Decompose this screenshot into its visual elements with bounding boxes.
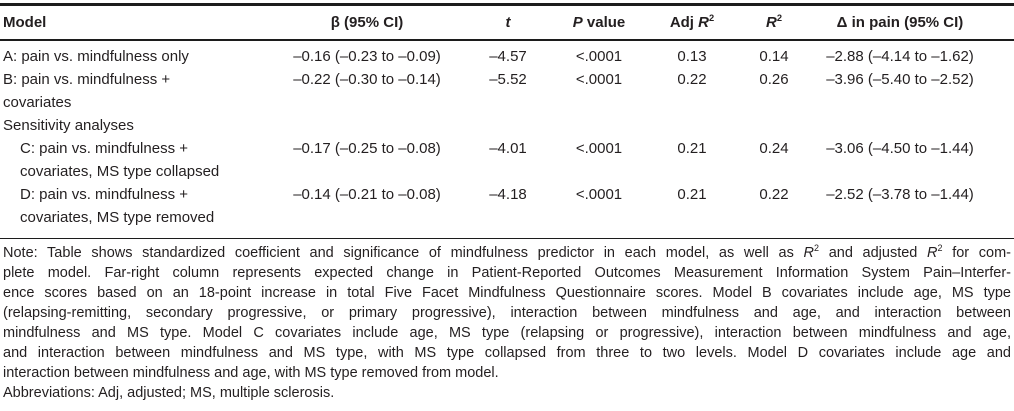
model-cell: B: pain vs. mindfulness + covariates [3,70,171,111]
paper-table-figure: Model β (95% CI) t P value Adj R2 R2 Δ i… [0,3,1014,403]
delta-cell: –3.06 (–4.50 to –1.44) [826,139,974,157]
note-line: mindfulness and MS type. Model C covaria… [3,325,1011,341]
note-line: (relapsing-remitting, secondary progress… [3,305,1011,321]
p-cell: <.0001 [575,139,623,157]
r2-cell: 0.14 [759,47,789,65]
header-delta-pain: Δ in pain (95% CI) [836,13,964,31]
header-adj-r2: Adj R2 [669,12,715,31]
table-top-rule [0,3,1014,6]
r2-cell: 0.26 [759,70,789,88]
delta-cell: –2.52 (–3.78 to –1.44) [826,185,974,203]
table-row: A: pain vs. mindfulness only –0.16 (–0.23… [3,45,1011,68]
p-cell: <.0001 [575,70,623,88]
table-header-row: Model β (95% CI) t P value Adj R2 R2 Δ i… [3,6,1011,39]
r2-cell: 0.24 [759,139,789,157]
note-top-rule [0,237,1014,239]
r2-cell: 0.22 [759,185,789,203]
note-line: Note: Table shows standardized coefficie… [3,243,1012,261]
beta-cell: –0.14 (–0.21 to –0.08) [293,185,441,203]
abbreviations-line: Abbreviations: Adj, adjusted; MS, multip… [3,385,335,401]
p-cell: <.0001 [575,47,623,65]
delta-cell: –2.88 (–4.14 to –1.62) [826,47,974,65]
t-cell: –5.52 [489,70,527,88]
beta-cell: –0.22 (–0.30 to –0.14) [293,70,441,88]
table-body: A: pain vs. mindfulness only –0.16 (–0.23… [3,41,1011,229]
t-cell: –4.01 [489,139,527,157]
section-header-row: Sensitivity analyses [3,114,1011,137]
model-cell: C: pain vs. mindfulness + covariates, MS … [20,139,220,180]
table-row: C: pain vs. mindfulness + covariates, MS … [3,137,1011,183]
beta-cell: –0.16 (–0.23 to –0.09) [293,47,441,65]
note-line: ence scores based on an 18-point increas… [3,285,1011,301]
t-cell: –4.18 [489,185,527,203]
adj-r2-cell: 0.21 [677,185,707,203]
model-cell: A: pain vs. mindfulness only [3,47,189,65]
t-cell: –4.57 [489,47,527,65]
header-t: t [505,13,511,31]
header-pvalue: P value [572,13,626,31]
note-line: interaction between mindfulness and age,… [3,365,499,381]
header-model: Model [3,13,47,31]
beta-cell: –0.17 (–0.25 to –0.08) [293,139,441,157]
note-paragraph: Note: Table shows standardized coefficie… [3,243,1011,383]
adj-r2-cell: 0.21 [677,139,707,157]
adj-r2-cell: 0.22 [677,70,707,88]
header-r2: R2 [765,12,782,31]
note-line: plete model. Far-right column represents… [3,265,1011,281]
model-cell: Sensitivity analyses [3,116,134,134]
delta-cell: –3.96 (–5.40 to –2.52) [826,70,974,88]
model-cell: D: pain vs. mindfulness + covariates, MS … [20,185,215,226]
table-row: D: pain vs. mindfulness + covariates, MS … [3,183,1011,229]
table-note: Note: Table shows standardized coefficie… [3,243,1011,403]
header-bottom-rule [0,38,1014,41]
stats-table: Model β (95% CI) t P value Adj R2 R2 Δ i… [0,6,1014,229]
header-beta: β (95% CI) [330,13,404,31]
note-line: and interaction between mindfulness and … [3,345,1011,361]
p-cell: <.0001 [575,185,623,203]
table-row: B: pain vs. mindfulness + covariates –0.22… [3,68,1011,114]
adj-r2-cell: 0.13 [677,47,707,65]
